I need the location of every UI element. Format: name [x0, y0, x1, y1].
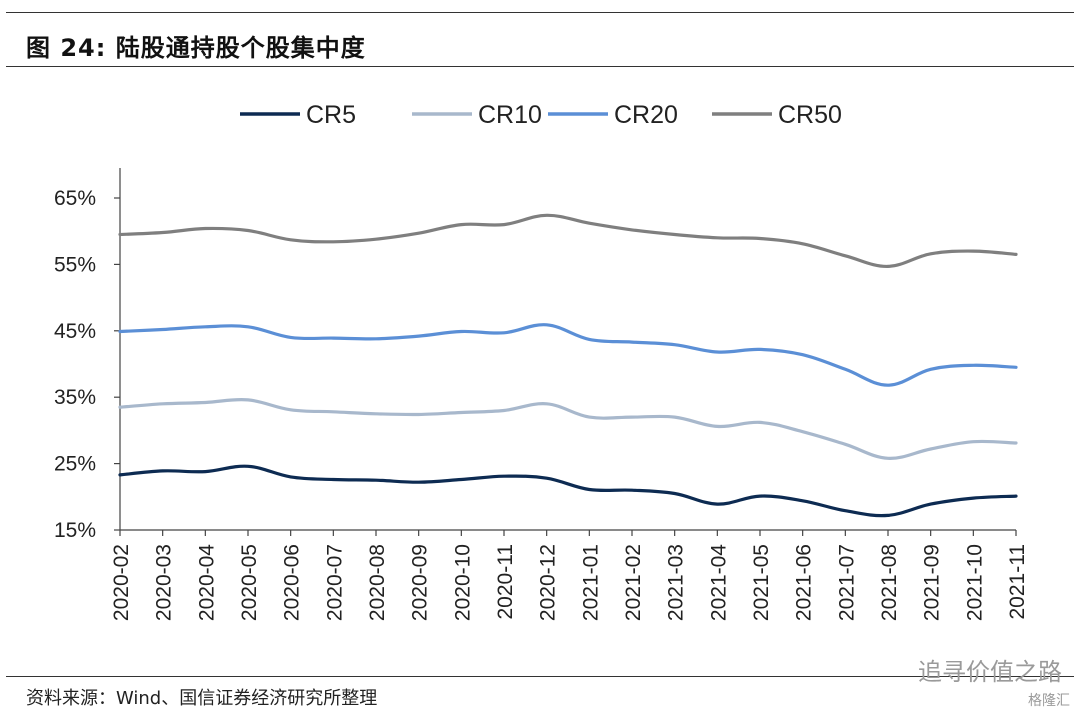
y-tick-label: 35% [54, 386, 96, 409]
series-line-cr10 [118, 397, 1018, 460]
bottom-rule [6, 676, 1074, 677]
x-tick-label: 2020-09 [409, 544, 432, 621]
x-tick-label: 2021-07 [835, 544, 858, 621]
x-tick-label: 2020-05 [238, 544, 261, 621]
top-rule [6, 12, 1074, 13]
x-tick-label: 2020-10 [451, 544, 474, 621]
x-tick-label: 2020-07 [323, 544, 346, 621]
x-tick-label: 2021-11 [1006, 544, 1029, 620]
legend-label-cr10: CR10 [478, 101, 542, 129]
legend: CR5 CR10 CR20 CR50 [240, 101, 842, 129]
legend-label-cr50: CR50 [778, 101, 842, 129]
y-tick-label: 65% [54, 187, 96, 210]
x-tick-label: 2020-03 [153, 544, 176, 621]
x-tick-label: 2020-11 [494, 544, 517, 620]
x-tick-label: 2021-05 [750, 544, 773, 621]
x-tick-label: 2021-02 [622, 544, 645, 621]
source-note: 资料来源：Wind、国信证券经济研究所整理 [26, 688, 378, 709]
watermark-logo-text: 格隆汇 [1028, 693, 1070, 709]
x-tick-label: 2021-09 [921, 544, 944, 621]
x-tick-label: 2020-04 [195, 544, 218, 621]
x-tick-label: 2021-04 [707, 544, 730, 621]
x-tick-label: 2020-12 [537, 544, 560, 621]
series-line-cr20 [118, 323, 1018, 387]
y-tick-label: 15% [54, 519, 96, 542]
x-tick-label: 2020-06 [281, 544, 304, 621]
y-tick-label: 45% [54, 320, 96, 343]
legend-label-cr20: CR20 [614, 101, 678, 129]
x-tick-label: 2021-10 [963, 544, 986, 621]
legend-label-cr5: CR5 [306, 101, 356, 129]
title-rule [6, 66, 1074, 67]
y-tick-label: 55% [54, 253, 96, 276]
x-tick-label: 2020-08 [366, 544, 389, 621]
x-tick-label: 2021-08 [878, 544, 901, 621]
y-tick-label: 25% [54, 453, 96, 476]
series-line-cr5 [118, 464, 1018, 518]
x-tick-label: 2021-06 [793, 544, 816, 621]
x-tick-label: 2021-01 [579, 544, 602, 621]
axes: 15% 25% 35% 45% 55% 65% 2020-02 2020-03 2020-04 2… [54, 168, 1029, 621]
series-line-cr50 [118, 213, 1018, 269]
watermark-text: 追寻价值之路 [918, 658, 1062, 686]
figure-title: 图 24: 陆股通持股个股集中度 [26, 34, 366, 62]
x-tick-label: 2020-02 [110, 544, 133, 621]
x-tick-label: 2021-03 [665, 544, 688, 621]
series-lines [118, 213, 1018, 518]
